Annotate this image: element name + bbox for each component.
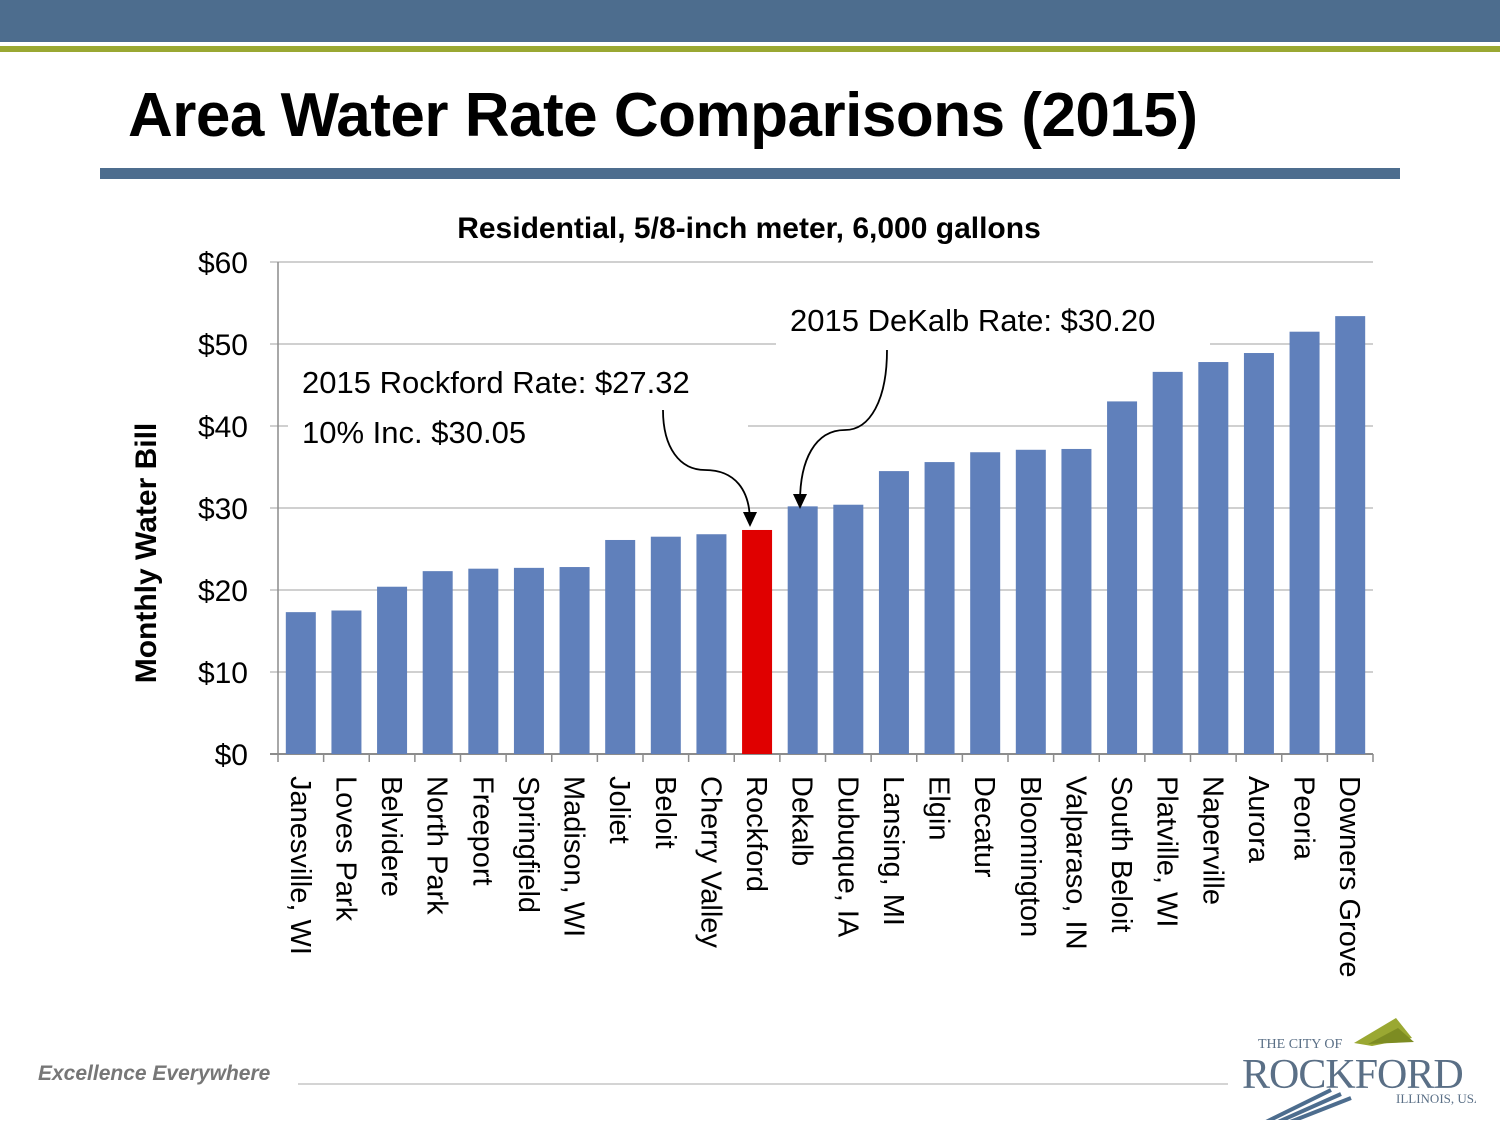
bar-highlight bbox=[742, 529, 773, 754]
bar bbox=[1198, 362, 1229, 754]
bar bbox=[605, 539, 636, 754]
x-tick-label: Decatur bbox=[968, 776, 1000, 878]
bar bbox=[970, 452, 1001, 754]
x-tick-label: Dubuque, IA bbox=[831, 776, 863, 938]
x-tick-label: Loves Park bbox=[329, 776, 361, 922]
bar bbox=[1243, 353, 1274, 754]
x-tick-label: Janesville, WI bbox=[284, 776, 316, 955]
x-tick-label: Peoria bbox=[1288, 776, 1320, 861]
footer-divider bbox=[298, 1083, 1228, 1085]
x-tick-label: Dekalb bbox=[786, 776, 818, 866]
bar bbox=[833, 504, 864, 754]
bar bbox=[377, 586, 408, 754]
bar bbox=[1015, 449, 1046, 754]
bar bbox=[331, 610, 362, 754]
bar bbox=[1107, 401, 1138, 754]
rockford-increase-annotation: 10% Inc. $30.05 bbox=[302, 415, 526, 450]
x-tick-label: Freeport bbox=[466, 776, 498, 886]
x-tick-label: Aurora bbox=[1242, 776, 1274, 864]
title-divider bbox=[100, 168, 1400, 179]
y-tick-label: $40 bbox=[198, 411, 248, 444]
y-tick-label: $10 bbox=[198, 657, 248, 690]
x-tick-label: Valparaso, IN bbox=[1059, 776, 1091, 950]
y-tick-label: $30 bbox=[198, 493, 248, 526]
x-tick-label: Beloit bbox=[649, 776, 681, 849]
bar bbox=[1152, 371, 1183, 754]
x-tick-label: Rockford bbox=[740, 776, 772, 892]
bar bbox=[422, 571, 453, 754]
rockford-logo: THE CITY OF ROCKFORD ILLINOIS, USA bbox=[1242, 1018, 1476, 1120]
bar bbox=[696, 534, 727, 754]
rockford-arrowhead bbox=[743, 512, 757, 527]
chart-title: Residential, 5/8-inch meter, 6,000 gallo… bbox=[457, 212, 1041, 245]
x-tick-label: Lansing, MI bbox=[877, 776, 909, 926]
y-tick-label: $0 bbox=[215, 739, 248, 772]
x-tick-label: Elgin bbox=[923, 776, 955, 841]
y-tick-label: $60 bbox=[198, 247, 248, 280]
y-tick-label: $20 bbox=[198, 575, 248, 608]
bar bbox=[787, 506, 818, 754]
dekalb-arrowhead bbox=[793, 494, 807, 509]
bar bbox=[559, 567, 590, 754]
x-tick-label: Naperville bbox=[1196, 776, 1228, 905]
x-tick-label: Springfield bbox=[512, 776, 544, 913]
bar bbox=[285, 612, 316, 754]
dekalb-annotation: 2015 DeKalb Rate: $30.20 bbox=[790, 303, 1155, 338]
slide-title: Area Water Rate Comparisons (2015) bbox=[128, 81, 1198, 150]
bar bbox=[513, 567, 544, 754]
bar bbox=[1289, 331, 1320, 754]
y-tick-label: $50 bbox=[198, 329, 248, 362]
dekalb-callout-arrow bbox=[799, 349, 888, 503]
header-accent-line bbox=[0, 46, 1500, 52]
x-tick-labels: Janesville, WI Loves Park Belvidere North P… bbox=[284, 776, 1365, 977]
x-tick-label: Madison, WI bbox=[558, 776, 590, 937]
rockford-callout-arrow bbox=[662, 409, 751, 523]
footer-slogan: Excellence Everywhere bbox=[38, 1062, 271, 1085]
logo-line1: THE CITY OF bbox=[1258, 1037, 1342, 1052]
logo-hills-shade-icon bbox=[1368, 1028, 1414, 1044]
bars bbox=[285, 316, 1366, 754]
x-tick-label: Platville, WI bbox=[1151, 776, 1183, 927]
dekalb-annotation-box bbox=[776, 290, 1210, 346]
x-tick-label: Downers Grove bbox=[1333, 776, 1365, 977]
logo-line2: ROCKFORD bbox=[1242, 1052, 1463, 1098]
bar bbox=[924, 462, 955, 754]
logo-line3: ILLINOIS, USA bbox=[1396, 1091, 1476, 1106]
bar bbox=[650, 536, 681, 754]
bar bbox=[468, 568, 499, 754]
bar bbox=[878, 471, 909, 754]
rockford-annotation: 2015 Rockford Rate: $27.32 bbox=[302, 365, 690, 400]
logo-waves-icon bbox=[1265, 1088, 1352, 1120]
x-tick-label: North Park bbox=[421, 776, 453, 915]
bar bbox=[1061, 448, 1092, 754]
rockford-annotation-box bbox=[288, 352, 748, 460]
x-tick-label: Bloomington bbox=[1014, 776, 1046, 937]
y-axis-label: Monthly Water Bill bbox=[130, 423, 163, 684]
y-tick-labels: $0 $10 $20 $30 $40 $50 $60 bbox=[198, 247, 248, 772]
header-bar bbox=[0, 0, 1500, 42]
x-tick-label: South Beloit bbox=[1105, 776, 1137, 932]
x-tick-label: Joliet bbox=[603, 776, 635, 844]
bar bbox=[1335, 316, 1366, 754]
x-tick-label: Cherry Valley bbox=[694, 776, 726, 948]
x-tick-label: Belvidere bbox=[375, 776, 407, 897]
